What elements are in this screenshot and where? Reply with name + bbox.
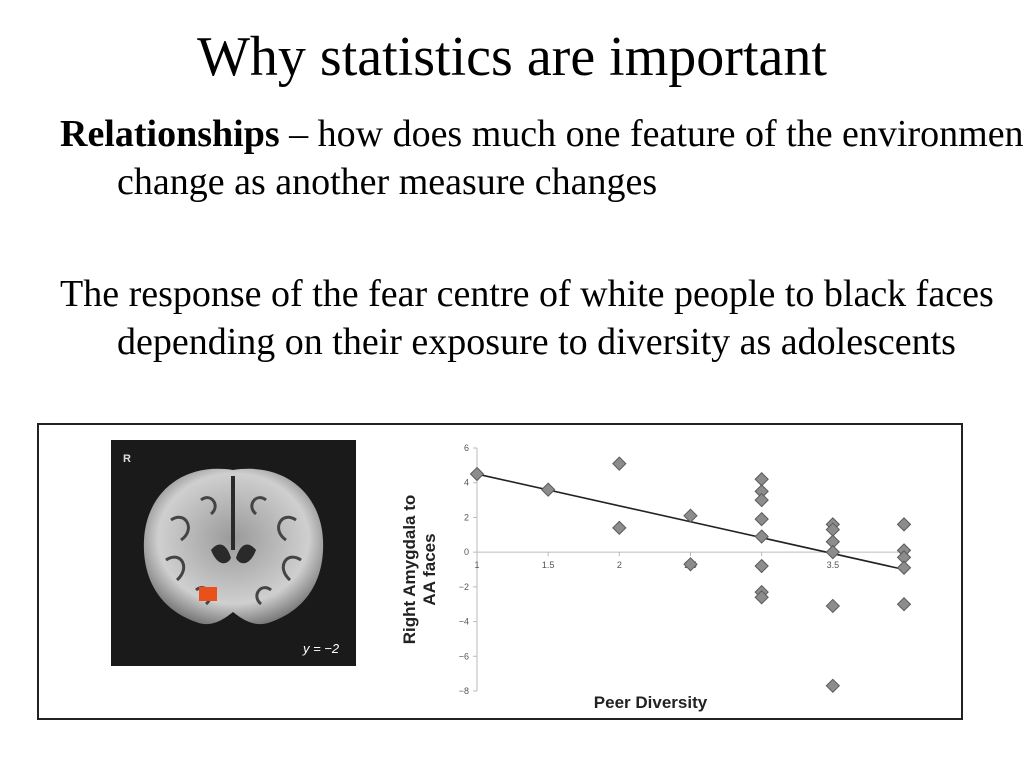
amygdala-highlight: [199, 587, 217, 601]
y-tick-label: −2: [459, 582, 469, 592]
data-point: [540, 482, 556, 497]
slice-label: y = −2: [302, 641, 340, 656]
y-tick-label: 6: [464, 443, 469, 453]
data-point: [896, 597, 912, 612]
data-point: [754, 492, 769, 508]
data-point: [683, 508, 698, 523]
x-tick-label: 3.5: [827, 560, 840, 570]
y-tick-label: 2: [464, 512, 469, 522]
relationships-paragraph: Relationships – how does much one featur…: [60, 110, 1024, 206]
data-point: [896, 560, 912, 575]
brain-scan-image: R y = −2: [111, 440, 356, 666]
slide-title: Why statistics are important: [197, 26, 827, 88]
x-tick-label: 1: [474, 560, 479, 570]
data-point: [469, 466, 485, 482]
hemisphere-label: R: [123, 453, 131, 465]
data-point: [754, 511, 769, 527]
x-tick-label: 1.5: [542, 560, 555, 570]
y-tick-label: −4: [459, 617, 469, 627]
relationships-definition: – how does much one feature of the envir…: [117, 113, 1024, 203]
brain-scan-graphic: R y = −2: [123, 453, 340, 656]
y-axis-label: Right Amygdala toAA faces: [400, 495, 439, 645]
data-point: [612, 456, 627, 471]
data-point: [683, 557, 698, 572]
data-point: [754, 529, 769, 544]
fear-response-paragraph: The response of the fear centre of white…: [60, 273, 994, 363]
data-point: [754, 558, 769, 574]
x-axis-label: Peer Diversity: [594, 693, 708, 712]
data-point: [754, 590, 769, 605]
data-point: [612, 520, 627, 536]
data-point: [896, 517, 912, 532]
x-tick-label: 2: [617, 560, 622, 570]
data-point: [825, 678, 841, 693]
data-point: [825, 598, 841, 614]
relationships-term: Relationships: [60, 113, 280, 155]
y-tick-label: −8: [459, 686, 469, 696]
y-tick-label: −6: [459, 651, 469, 661]
y-tick-label: 4: [464, 478, 469, 488]
data-point: [754, 472, 769, 487]
data-point: [825, 544, 841, 560]
y-tick-label: 0: [464, 547, 469, 557]
